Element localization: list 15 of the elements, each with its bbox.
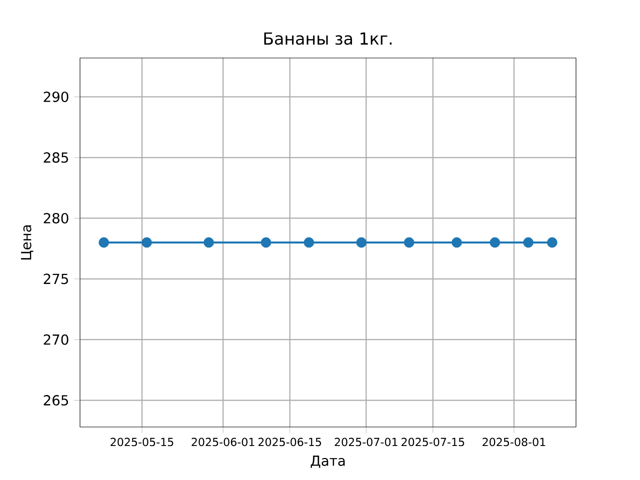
y-tick-label: 275 <box>44 274 68 284</box>
y-tick-label: 290 <box>44 92 68 102</box>
x-tick-label: 2025-06-15 <box>258 438 322 446</box>
x-tick-label: 2025-07-01 <box>334 438 398 446</box>
y-tick-label: 265 <box>44 395 68 406</box>
x-tick-label: 2025-08-01 <box>482 438 546 446</box>
y-tick-label: 280 <box>44 212 68 224</box>
x-tick-label: 2025-05-15 <box>110 438 174 446</box>
y-axis-title: Цена <box>21 225 34 260</box>
chart-title: Бананы за 1кг. <box>264 32 392 45</box>
x-tick-label: 2025-07-15 <box>402 438 464 446</box>
x-tick-label: 2025-06-01 <box>192 438 254 446</box>
y-tick-label: 270 <box>44 334 68 345</box>
y-tick-label: 285 <box>44 152 68 163</box>
x-axis-title: Дата <box>310 456 345 468</box>
